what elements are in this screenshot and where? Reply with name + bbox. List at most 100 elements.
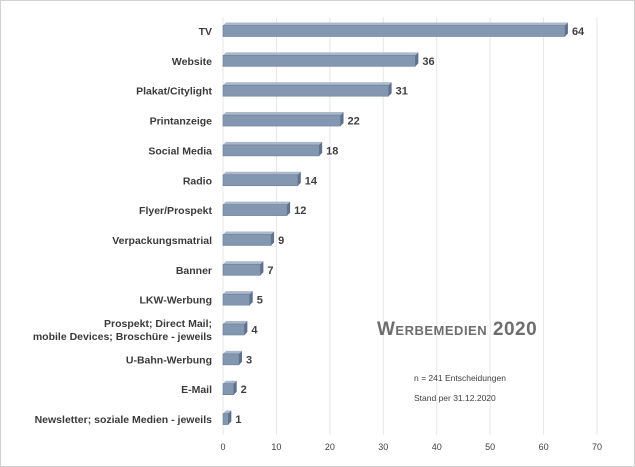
bar-13 [222,410,232,425]
bar-side-face [244,321,248,335]
bar-side-face [260,261,264,276]
category-label: Website [172,56,212,68]
category-label: Social Media [148,145,212,157]
data-label: 2 [241,384,247,396]
x-tick-label: 60 [539,442,549,452]
bar-side-face [271,231,275,246]
bar-side-face [228,410,232,425]
data-label: 1 [235,414,241,426]
bar-11 [222,350,243,366]
bar-front-face [222,114,341,127]
bar-8 [222,261,264,276]
bar-0 [222,22,568,37]
data-label: 4 [251,325,258,337]
bar-5 [222,171,301,187]
bar-side-face [564,22,568,37]
bar-front-face [222,174,299,187]
bar-top-face [223,380,237,384]
bar-top-face [223,410,232,414]
bars [222,22,568,425]
data-label: 9 [278,235,284,247]
x-tick-label: 70 [592,442,602,452]
bar-4 [222,141,323,157]
x-tick-label: 40 [432,442,442,452]
bar-front-face [222,204,288,216]
bar-front-face [222,25,566,37]
bar-side-face [340,112,344,127]
bar-front-face [222,293,251,306]
bar-top-face [223,112,344,116]
bar-top-face [223,22,568,26]
bar-top-face [223,350,243,354]
x-tick-label: 20 [325,442,335,452]
category-label: LKW-Werbung [140,295,213,307]
bar-top-face [223,321,248,324]
data-label: 31 [396,86,408,98]
data-label: 36 [422,56,434,68]
bar-side-face [249,291,253,306]
grid-lines [222,17,598,435]
bar-top-face [223,261,264,265]
bar-1 [222,52,419,67]
data-label: 12 [294,205,306,217]
bar-side-face [297,171,301,186]
bar-2 [222,82,392,97]
bar-top-face [223,201,291,205]
bar-front-face [222,263,261,276]
data-label: 7 [267,265,273,277]
x-tick-label: 50 [485,442,495,452]
category-label: E-Mail [181,384,212,396]
bar-top-face [223,52,419,56]
bar-10 [222,321,248,336]
bar-front-face [222,353,240,366]
bar-front-face [222,55,416,67]
category-label: Verpackungsmatrial [112,235,212,247]
date-note: Stand per 31.12.2020 [414,393,496,403]
data-label: 14 [305,175,318,187]
bar-top-face [223,231,275,235]
chart-title: Werbemedien 2020 [377,319,538,340]
category-label: Newsletter; soziale Medien - jeweils [35,414,213,426]
data-label: 5 [257,295,263,307]
bar-side-face [319,141,323,156]
data-label: 3 [246,354,252,366]
bar-front-face [222,323,245,336]
data-labels: 64 36 31 22 18 14 12 9 7 5 4 3 2 1 [235,26,585,426]
category-label: Flyer/Prospekt [139,205,212,217]
bar-side-face [287,201,291,216]
bar-6 [222,201,291,216]
bar-12 [222,380,237,396]
category-label: Printanzeige [150,116,213,128]
data-label: 18 [326,145,338,157]
x-tick-label: 0 [220,442,225,452]
bar-top-face [223,171,301,175]
bar-front-face [222,144,320,157]
sample-size-note: n = 241 Entscheidungen [414,373,506,383]
bar-3 [222,112,344,127]
bar-front-face [222,84,389,97]
bar-top-face [223,291,253,295]
bar-front-face [222,413,229,425]
category-label: Plakat/Citylight [136,86,212,98]
category-labels: TV Website Plakat/Citylight Printanzeige Soc… [33,26,213,426]
bar-top-face [223,82,392,86]
bar-9 [222,291,253,306]
bar-side-face [388,82,392,97]
x-axis-ticks: 0 10 20 30 40 50 60 70 [220,442,602,452]
bar-side-face [233,380,237,395]
category-label: TV [199,26,212,38]
bar-front-face [222,383,234,396]
category-label: U-Bahn-Werbung [126,354,212,366]
category-label: Radio [183,175,212,187]
data-label: 22 [348,116,360,128]
x-tick-label: 10 [271,442,281,452]
x-tick-label: 30 [378,442,388,452]
category-label: Banner [176,265,212,277]
bar-front-face [222,234,272,246]
bar-side-face [239,350,243,365]
bar-top-face [223,141,323,145]
category-label: Prospekt; Direct Mail; mobile Devices; Br… [33,318,212,343]
bar-7 [222,231,275,246]
